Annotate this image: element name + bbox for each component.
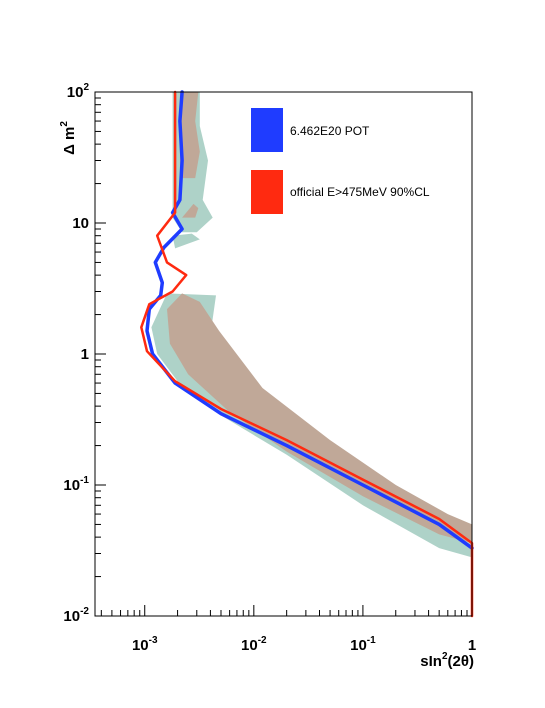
series-line-1 — [140, 90, 474, 618]
y-tick-label: 102 — [67, 82, 90, 101]
allowed-region-outer-island — [172, 233, 200, 249]
y-axis-title-sup: 2 — [59, 121, 70, 127]
legend-label-pot: 6.462E20 POT — [290, 124, 370, 138]
x-tick-label: 10-2 — [241, 635, 267, 654]
legend-label-official: official E>475MeV 90%CL — [290, 185, 430, 199]
x-axis-title: sIn2(2θ) — [420, 651, 474, 670]
x-tick-label: 10-3 — [132, 635, 158, 654]
x-axis-title-rest: (2θ) — [448, 653, 474, 670]
axis-tick-labels: 10-3 10-2 10-1 1 10-2 10-1 1 10 102 — [63, 82, 476, 654]
y-tick-label: 10-2 — [63, 606, 89, 625]
y-tick-label: 10 — [72, 215, 89, 232]
legend: 6.462E20 POT official E>475MeV 90%CL — [251, 108, 430, 214]
x-axis-title-main: sIn — [420, 653, 442, 670]
exclusion-curves — [140, 90, 474, 618]
y-axis-title-main: Δ m — [61, 127, 78, 155]
allowed-region-inner-upper-1 — [179, 92, 200, 179]
x-tick-label: 1 — [468, 637, 476, 654]
allowed-region-inner — [167, 293, 472, 544]
x-tick-label: 10-1 — [350, 635, 376, 654]
legend-swatch-pot — [251, 108, 283, 152]
y-tick-label: 1 — [81, 346, 89, 363]
allowed-region-bands — [151, 92, 472, 558]
y-axis-title: Δ m2 — [59, 121, 78, 155]
axis-ticks — [95, 91, 473, 617]
series-line-0 — [145, 90, 474, 550]
allowed-region-inner-upper-2 — [182, 203, 199, 218]
legend-swatch-official — [251, 170, 283, 214]
x-axis-title-sup: 2 — [442, 651, 448, 662]
y-tick-label: 10-1 — [63, 475, 89, 494]
